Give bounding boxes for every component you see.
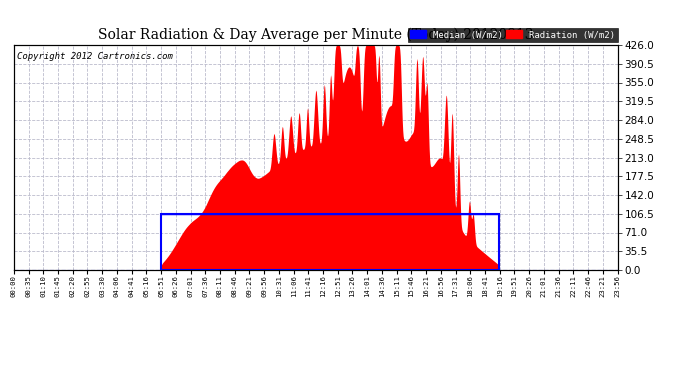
Legend: Median (W/m2), Radiation (W/m2): Median (W/m2), Radiation (W/m2) bbox=[408, 28, 618, 42]
Title: Solar Radiation & Day Average per Minute (Today) 20120813: Solar Radiation & Day Average per Minute… bbox=[98, 28, 533, 42]
Bar bbox=[161, 214, 499, 270]
Text: Copyright 2012 Cartronics.com: Copyright 2012 Cartronics.com bbox=[17, 52, 172, 61]
